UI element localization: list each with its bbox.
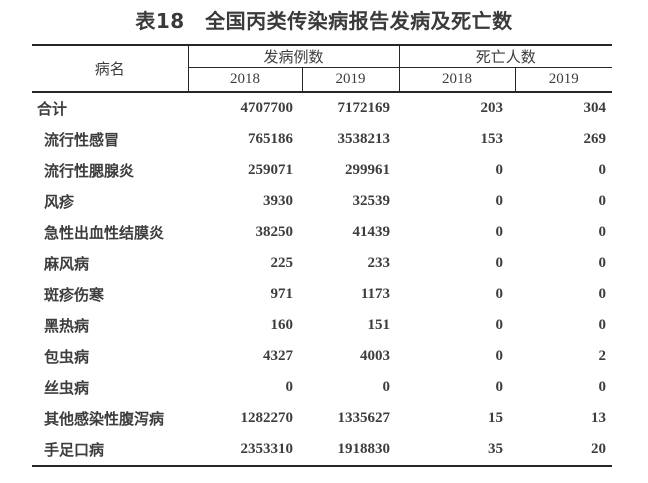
disease-name-cell: 急性出血性结膜炎 [44,226,165,242]
deaths-2019-cell: 13 [591,410,607,426]
deaths-2019-cell: 0 [598,193,607,209]
cases-2018-cell: 38250 [255,224,294,240]
table-row: 流行性腮腺炎 259071 299961 0 0 [32,155,612,186]
disease-name-cell: 手足口病 [44,443,105,459]
deaths-2018-cell: 153 [480,131,504,147]
header-cases-2018: 2018 [188,67,303,93]
cases-2018-cell: 765186 [248,131,293,147]
header-deaths-2019: 2019 [515,67,613,93]
deaths-2018-cell: 0 [495,379,504,395]
disease-name-cell: 丝虫病 [44,381,90,397]
cases-2018-cell: 971 [270,286,294,302]
table-row: 麻风病 225 233 0 0 [32,248,612,279]
cases-2019-cell: 41439 [352,224,391,240]
deaths-2019-cell: 0 [598,224,607,240]
table-row: 急性出血性结膜炎 38250 41439 0 0 [32,217,612,248]
table-row: 斑疹伤寒 971 1173 0 0 [32,279,612,310]
table-row: 合计 4707700 7172169 203 304 [32,92,612,124]
header-cases-group: 发病例数 [188,45,400,68]
table-title: 表18 全国丙类传染病报告发病及死亡数 [135,9,513,33]
header-cases-2019: 2019 [302,67,400,93]
disease-name-cell: 黑热病 [44,319,90,335]
cases-2019-cell: 0 [382,379,391,395]
deaths-2019-cell: 0 [598,255,607,271]
cases-2019-cell: 4003 [360,348,391,364]
cases-2019-cell: 1335627 [337,410,391,426]
deaths-2019-cell: 0 [598,317,607,333]
deaths-2018-cell: 0 [495,224,504,240]
cases-2018-cell: 4707700 [240,100,294,116]
deaths-2019-cell: 2 [598,348,607,364]
disease-name-cell: 风疹 [44,195,75,211]
deaths-2018-cell: 15 [488,410,504,426]
cases-2019-cell: 233 [367,255,391,271]
disease-name-cell: 其他感染性腹泻病 [44,412,165,428]
disease-name-cell: 包虫病 [44,350,90,366]
header-deaths-group: 死亡人数 [399,45,613,68]
cases-2019-cell: 3538213 [337,131,391,147]
cases-2019-cell: 32539 [352,193,391,209]
deaths-2019-cell: 0 [598,162,607,178]
disease-name-cell: 合计 [37,102,68,118]
deaths-2019-cell: 0 [598,286,607,302]
disease-name-cell: 流行性感冒 [44,133,120,149]
table-body: 合计 4707700 7172169 203 304 流行性感冒 765186 3538213… [32,92,612,466]
cases-2018-cell: 4327 [263,348,293,364]
deaths-2018-cell: 0 [495,193,504,209]
deaths-2018-cell: 0 [495,255,504,271]
cases-2018-cell: 1282270 [240,410,294,426]
table-row: 包虫病 4327 4003 0 2 [32,341,612,372]
deaths-2018-cell: 0 [495,317,504,333]
disease-name-cell: 麻风病 [44,257,90,273]
cases-2018-cell: 3930 [263,193,293,209]
cases-2018-cell: 160 [270,317,294,333]
cases-2018-cell: 2353310 [240,441,294,457]
cases-2019-cell: 1173 [360,286,391,302]
table-row: 黑热病 160 151 0 0 [32,310,612,341]
deaths-2018-cell: 0 [495,286,504,302]
header-group-row: 病名 发病例数 死亡人数 [32,45,613,93]
cases-2019-cell: 1918830 [337,441,391,457]
cases-2018-cell: 225 [270,255,294,271]
table-row: 手足口病 2353310 1918830 35 20 [32,434,612,466]
deaths-2019-cell: 20 [591,441,607,457]
deaths-2018-cell: 35 [488,441,504,457]
cases-2019-cell: 7172169 [337,100,391,116]
cases-2019-cell: 299961 [345,162,391,178]
cases-2019-cell: 151 [367,317,391,333]
deaths-2019-cell: 304 [583,100,607,116]
deaths-2018-cell: 0 [495,162,504,178]
header-disease-name: 病名 [32,45,189,93]
deaths-2018-cell: 0 [495,348,504,364]
cases-2018-cell: 259071 [248,162,293,178]
disease-statistics-table: 病名 发病例数 死亡人数 2018 2019 2018 2019 合计 47077… [32,44,613,467]
disease-name-cell: 流行性腮腺炎 [44,164,135,180]
header-year-row: 2018 2019 2018 2019 [32,67,613,93]
cases-2018-cell: 0 [285,379,294,395]
table-row: 丝虫病 0 0 0 0 [32,372,612,403]
deaths-2018-cell: 203 [480,100,504,116]
table-header: 病名 发病例数 死亡人数 2018 2019 2018 2019 [32,45,613,93]
deaths-2019-cell: 269 [583,131,607,147]
table-row: 其他感染性腹泻病 1282270 1335627 15 13 [32,403,612,434]
deaths-2019-cell: 0 [598,379,607,395]
disease-name-cell: 斑疹伤寒 [44,288,105,304]
table-row: 风疹 3930 32539 0 0 [32,186,612,217]
table-row: 流行性感冒 765186 3538213 153 269 [32,124,612,155]
header-deaths-2018: 2018 [399,67,516,93]
